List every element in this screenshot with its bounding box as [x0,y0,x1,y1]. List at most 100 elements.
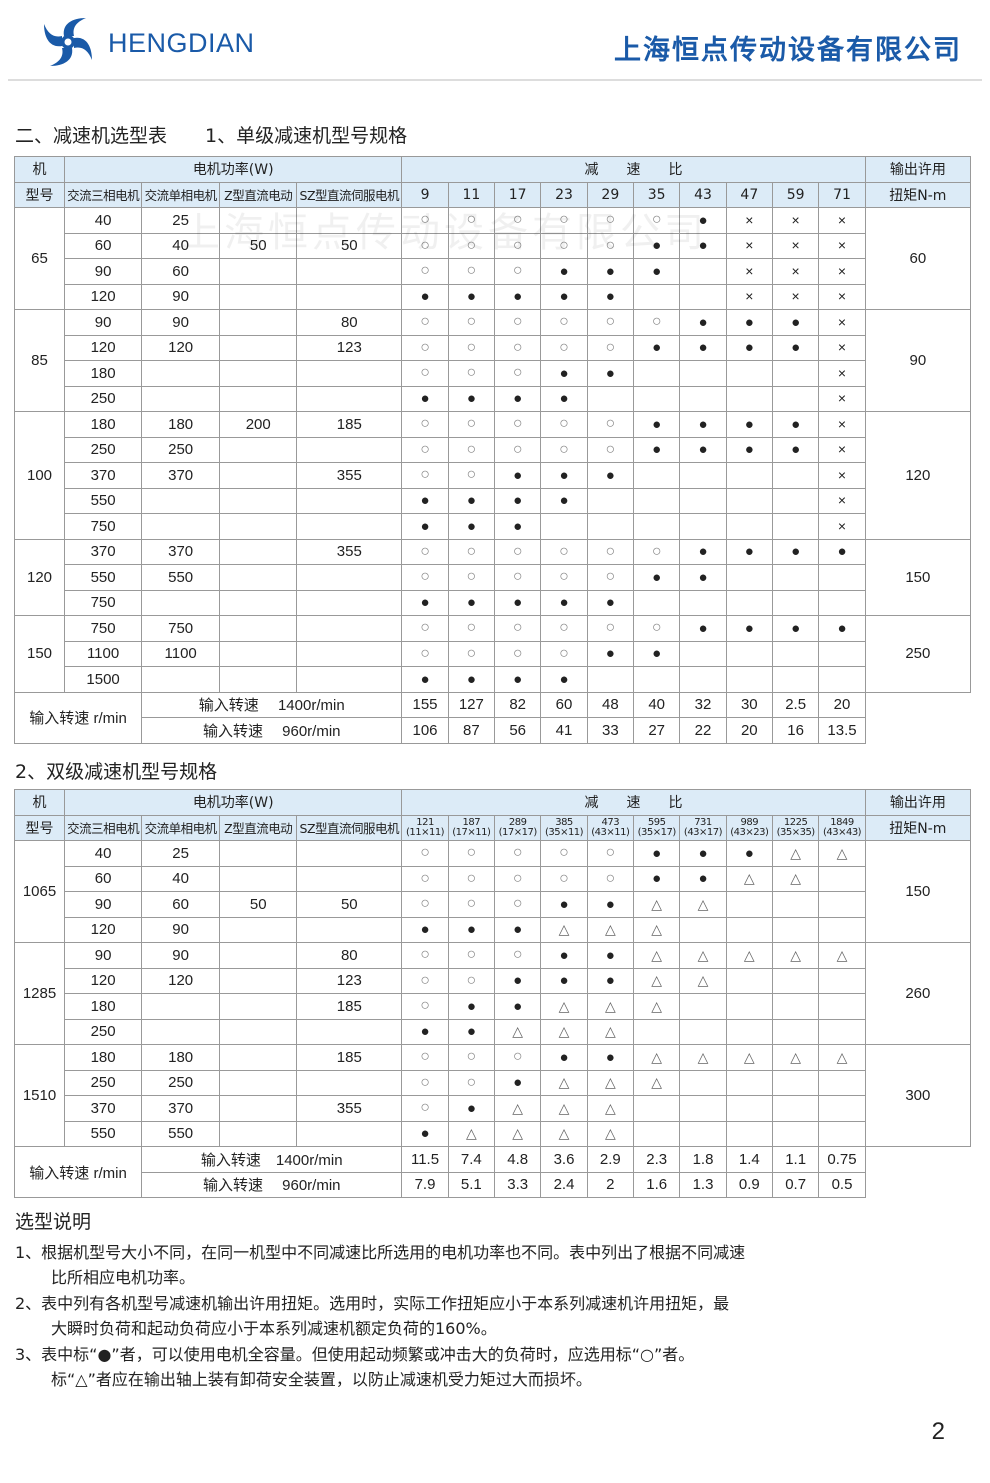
filled-circle-icon: ● [420,517,430,535]
power-column-header: Z型直流电动 [219,181,298,208]
ratio-suitability-cell: ○ [401,334,449,361]
torque-header-top: 输出许用 [864,156,972,183]
ratio-suitability-cell [725,640,773,667]
ratio-suitability-cell: × [818,436,866,463]
ratio-suitability-cell: ● [771,615,820,642]
ratio-suitability-cell [586,666,635,693]
ratio-suitability-cell [632,385,681,412]
power-cell [219,589,298,616]
power-cell: 550 [64,1120,143,1147]
power-cell [219,487,298,514]
ratio-suitability-cell [771,1018,820,1045]
power-cell: 180 [64,993,143,1020]
ratio-breakdown: (43×23) [730,826,769,838]
open-circle-icon: ○ [605,338,616,356]
ratio-suitability-cell: ● [494,993,542,1020]
power-cell: 185 [296,993,403,1020]
output-speed-cell: 3.3 [494,1171,542,1198]
cross-icon: × [791,211,800,228]
power-cell [141,513,221,540]
model-cell: 120 [13,538,66,616]
torque-cell: 60 [864,207,972,310]
selection-notes: 选型说明 1、根据机型号大小不同，在同一机型中不同减速比所选用的电机功率也不同。… [15,1210,975,1393]
filled-circle-icon: ● [420,390,430,408]
output-speed-cell: 2.5 [771,691,820,718]
ratio-suitability-cell: △ [818,840,866,867]
filled-circle-icon: ● [513,972,523,990]
ratio-suitability-cell: ● [679,564,727,591]
filled-circle-icon: ● [605,1048,615,1066]
ratio-suitability-cell [725,993,773,1020]
ratio-suitability-cell: ○ [540,207,588,234]
cross-icon: × [745,288,754,305]
power-cell [296,258,403,285]
power-cell: 250 [64,1069,143,1096]
power-cell [219,309,298,336]
ratio-suitability-cell [586,513,635,540]
open-circle-icon: ○ [512,313,523,331]
open-circle-icon: ○ [512,844,523,862]
ratio-value: 989 [740,816,759,828]
notes-title: 选型说明 [15,1211,92,1233]
ratio-suitability-cell [818,865,866,892]
ratio-suitability-cell: ● [447,589,496,616]
ratio-suitability-cell: ● [632,232,681,259]
power-cell: 120 [64,916,143,943]
power-cell [219,916,298,943]
open-circle-icon: ○ [420,313,430,331]
ratio-suitability-cell: ○ [447,615,496,642]
single-stage-spec-table: 机电机功率(W) 减 速 比输出许用 型号 交流三相电机 交流单相电机 Z型直流电动 SZ型… [13,156,972,744]
filled-circle-icon: ● [466,921,476,939]
filled-circle-icon: ● [837,619,847,637]
ratio-suitability-cell: ○ [540,334,588,361]
triangle-icon: △ [790,1048,802,1065]
filled-circle-icon: ● [420,288,430,306]
power-header: 电机功率(W) [64,789,403,816]
triangle-icon: △ [790,844,802,861]
ratio-suitability-cell: ● [401,283,449,310]
power-cell [296,916,403,943]
ratio-column-header: 989 (43×23) [725,814,773,841]
power-cell: 90 [141,309,221,336]
ratio-suitability-cell: ○ [447,334,496,361]
filled-circle-icon: ● [420,1023,430,1041]
open-circle-icon: ○ [466,644,477,662]
open-circle-icon: ○ [420,1048,430,1066]
power-cell: 40 [141,865,221,892]
ratio-suitability-cell: ○ [586,840,635,867]
ratio-suitability-cell [771,513,820,540]
open-circle-icon: ○ [559,415,569,433]
power-cell [296,640,403,667]
triangle-icon: △ [604,921,616,938]
ratio-suitability-cell: ○ [494,258,542,285]
cross-icon: × [837,466,847,483]
ratio-suitability-cell: ○ [401,564,449,591]
ratio-suitability-cell: ○ [447,462,496,489]
ratio-suitability-cell: ○ [401,436,449,463]
open-circle-icon: ○ [512,338,523,356]
filled-circle-icon: ● [652,237,662,255]
output-speed-cell: 1.1 [771,1146,820,1173]
ratio-suitability-cell [725,589,773,616]
ratio-suitability-cell: ● [494,967,542,994]
ratio-column-header: 121 (11×11) [401,814,449,841]
power-cell: 370 [141,538,221,565]
output-speed-cell: 56 [494,717,542,744]
ratio-suitability-cell: ● [586,640,635,667]
filled-circle-icon: ● [559,492,569,510]
ratio-suitability-cell: ● [494,385,542,412]
ratio-suitability-cell [679,1095,727,1122]
ratio-suitability-cell: × [725,258,773,285]
power-cell: 50 [219,891,298,918]
cross-icon: × [837,492,847,509]
ratio-suitability-cell: ● [540,1044,588,1071]
ratio-value: 121 [416,816,434,828]
ratio-suitability-cell: ● [586,360,635,387]
ratio-suitability-cell [586,487,635,514]
ratio-suitability-cell: ● [679,411,727,438]
ratio-suitability-cell: ● [632,564,681,591]
ratio-suitability-cell: ● [540,462,588,489]
power-cell: 180 [141,1044,221,1071]
triangle-icon: △ [604,1074,616,1091]
speed-row-label: 输入转速 1400r/min [141,691,403,718]
